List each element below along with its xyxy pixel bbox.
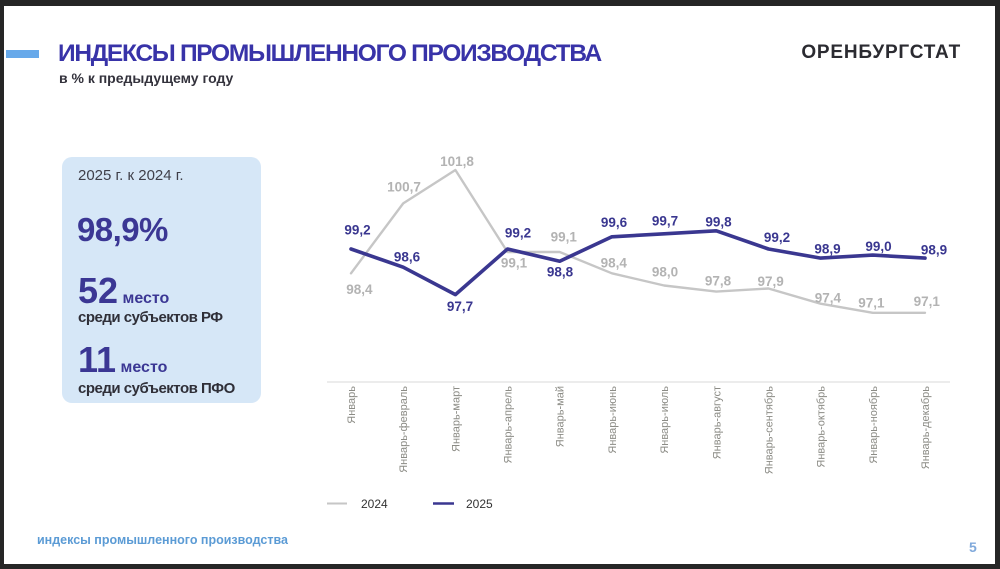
svg-text:Январь-октябрь: Январь-октябрь (816, 386, 828, 468)
svg-text:98,0: 98,0 (652, 265, 678, 280)
svg-text:2025: 2025 (466, 497, 493, 511)
svg-text:Январь-ноябрь: Январь-ноябрь (868, 386, 880, 464)
svg-text:99,6: 99,6 (601, 215, 628, 230)
svg-text:99,2: 99,2 (344, 223, 370, 238)
svg-text:Январь-февраль: Январь-февраль (398, 386, 410, 473)
svg-text:99,1: 99,1 (501, 256, 528, 271)
svg-text:Январь-август: Январь-август (711, 386, 723, 459)
svg-text:99,2: 99,2 (764, 230, 790, 245)
svg-text:Январь-март: Январь-март (450, 386, 462, 452)
svg-text:98,8: 98,8 (547, 265, 574, 280)
svg-text:98,9: 98,9 (814, 242, 840, 257)
svg-text:97,1: 97,1 (858, 296, 885, 311)
svg-text:97,9: 97,9 (757, 274, 783, 289)
svg-text:99,1: 99,1 (551, 230, 578, 245)
svg-text:97,7: 97,7 (447, 299, 473, 314)
svg-text:Январь-июнь: Январь-июнь (607, 386, 619, 454)
svg-text:98,9: 98,9 (921, 243, 947, 258)
svg-text:97,8: 97,8 (705, 274, 732, 289)
svg-text:Январь-май: Январь-май (555, 386, 567, 447)
svg-text:Январь: Январь (346, 386, 358, 424)
svg-text:101,8: 101,8 (440, 154, 474, 169)
svg-text:99,2: 99,2 (505, 226, 531, 241)
svg-text:Январь-сентябрь: Январь-сентябрь (764, 386, 776, 474)
svg-text:100,7: 100,7 (387, 180, 421, 195)
svg-text:Январь-июль: Январь-июль (659, 386, 671, 454)
svg-text:97,1: 97,1 (914, 294, 941, 309)
svg-text:98,6: 98,6 (394, 250, 421, 265)
svg-text:Январь-декабрь: Январь-декабрь (920, 386, 932, 469)
svg-text:99,8: 99,8 (705, 214, 732, 229)
svg-text:99,0: 99,0 (865, 239, 891, 254)
svg-text:2024: 2024 (361, 497, 388, 511)
svg-text:Январь-апрель: Январь-апрель (503, 386, 515, 464)
svg-text:98,4: 98,4 (601, 256, 628, 271)
svg-text:98,4: 98,4 (346, 282, 373, 297)
svg-text:99,7: 99,7 (652, 214, 678, 229)
svg-text:97,4: 97,4 (815, 291, 842, 306)
